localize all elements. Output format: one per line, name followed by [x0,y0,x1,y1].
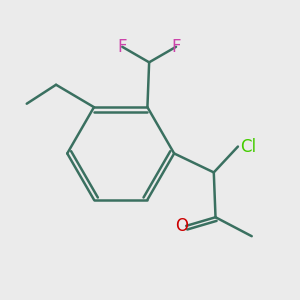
Text: F: F [171,38,181,56]
Text: Cl: Cl [240,138,256,156]
Text: F: F [118,38,127,56]
Text: O: O [176,217,189,235]
